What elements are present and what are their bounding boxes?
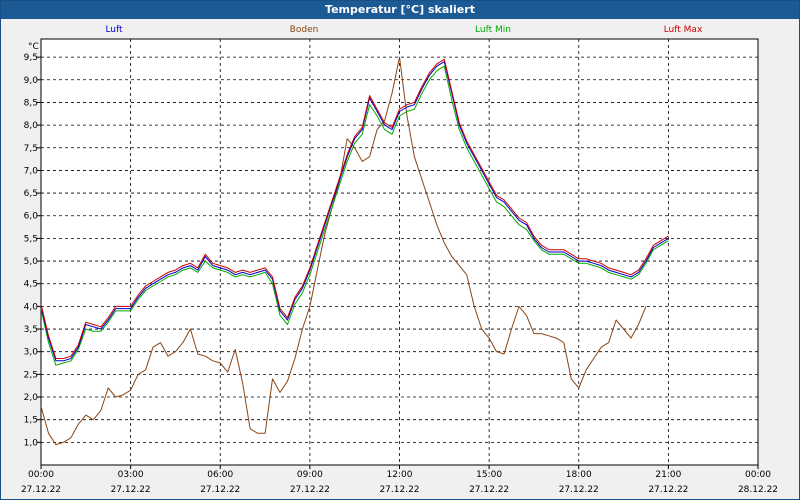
- y-tick-label: 9,0: [24, 76, 39, 86]
- x-tick-time: 00:00: [745, 470, 771, 480]
- window-title: Temperatur [°C] skaliert: [1, 1, 799, 19]
- y-tick-label: 1,0: [24, 438, 39, 448]
- y-tick-label: 8,0: [24, 121, 39, 131]
- x-tick-date: 27.12.22: [469, 485, 509, 495]
- x-tick-date: 28.12.22: [738, 485, 778, 495]
- y-tick-label: 1,5: [24, 416, 38, 426]
- series-line-luft: [40, 61, 669, 362]
- legend-entry: Boden: [290, 25, 319, 35]
- series-line-boden: [40, 56, 647, 446]
- y-unit-label: °C: [28, 42, 39, 52]
- y-tick-label: 6,5: [24, 189, 38, 199]
- temperature-chart: °C 1,0 1,5 2,0 2,5 3,0 3,5 4,0 4,5 5,0 5,5 6,0 6,5 7,…: [21, 25, 778, 495]
- y-tick-label: 6,0: [24, 212, 39, 222]
- x-tick-date: 27.12.22: [111, 485, 151, 495]
- x-tick-date: 27.12.22: [379, 485, 419, 495]
- series-line-luft-min: [40, 65, 669, 366]
- y-tick-label: 7,0: [24, 166, 39, 176]
- x-tick-time: 15:00: [476, 470, 502, 480]
- y-tick-label: 4,0: [24, 302, 39, 312]
- y-tick-label: 2,0: [24, 393, 39, 403]
- legend-entry: Luft Max: [664, 25, 703, 35]
- x-tick-date: 27.12.22: [559, 485, 599, 495]
- y-tick-label: 2,5: [24, 370, 38, 380]
- x-tick-time: 21:00: [655, 470, 681, 480]
- legend-entry: Luft Min: [475, 25, 511, 35]
- x-tick-time: 03:00: [118, 470, 144, 480]
- x-tick-time: 12:00: [387, 470, 413, 480]
- x-tick-time: 00:00: [28, 470, 54, 480]
- x-tick-date: 27.12.22: [21, 485, 61, 495]
- y-tick-label: 4,5: [24, 280, 38, 290]
- y-tick-label: 3,0: [24, 348, 39, 358]
- y-tick-label: 8,5: [24, 98, 38, 108]
- x-tick-time: 06:00: [207, 470, 233, 480]
- series-line-luft-max: [40, 58, 669, 359]
- y-tick-label: 7,5: [24, 144, 38, 154]
- x-tick-date: 27.12.22: [648, 485, 688, 495]
- y-tick-label: 3,5: [24, 325, 38, 335]
- y-tick-label: 5,5: [24, 234, 38, 244]
- x-tick-time: 09:00: [297, 470, 323, 480]
- legend-entry: Luft: [105, 25, 123, 35]
- x-tick-time: 18:00: [566, 470, 592, 480]
- x-tick-date: 27.12.22: [290, 485, 330, 495]
- y-tick-label: 5,0: [24, 257, 39, 267]
- y-tick-label: 9,5: [24, 53, 38, 63]
- x-tick-date: 27.12.22: [200, 485, 240, 495]
